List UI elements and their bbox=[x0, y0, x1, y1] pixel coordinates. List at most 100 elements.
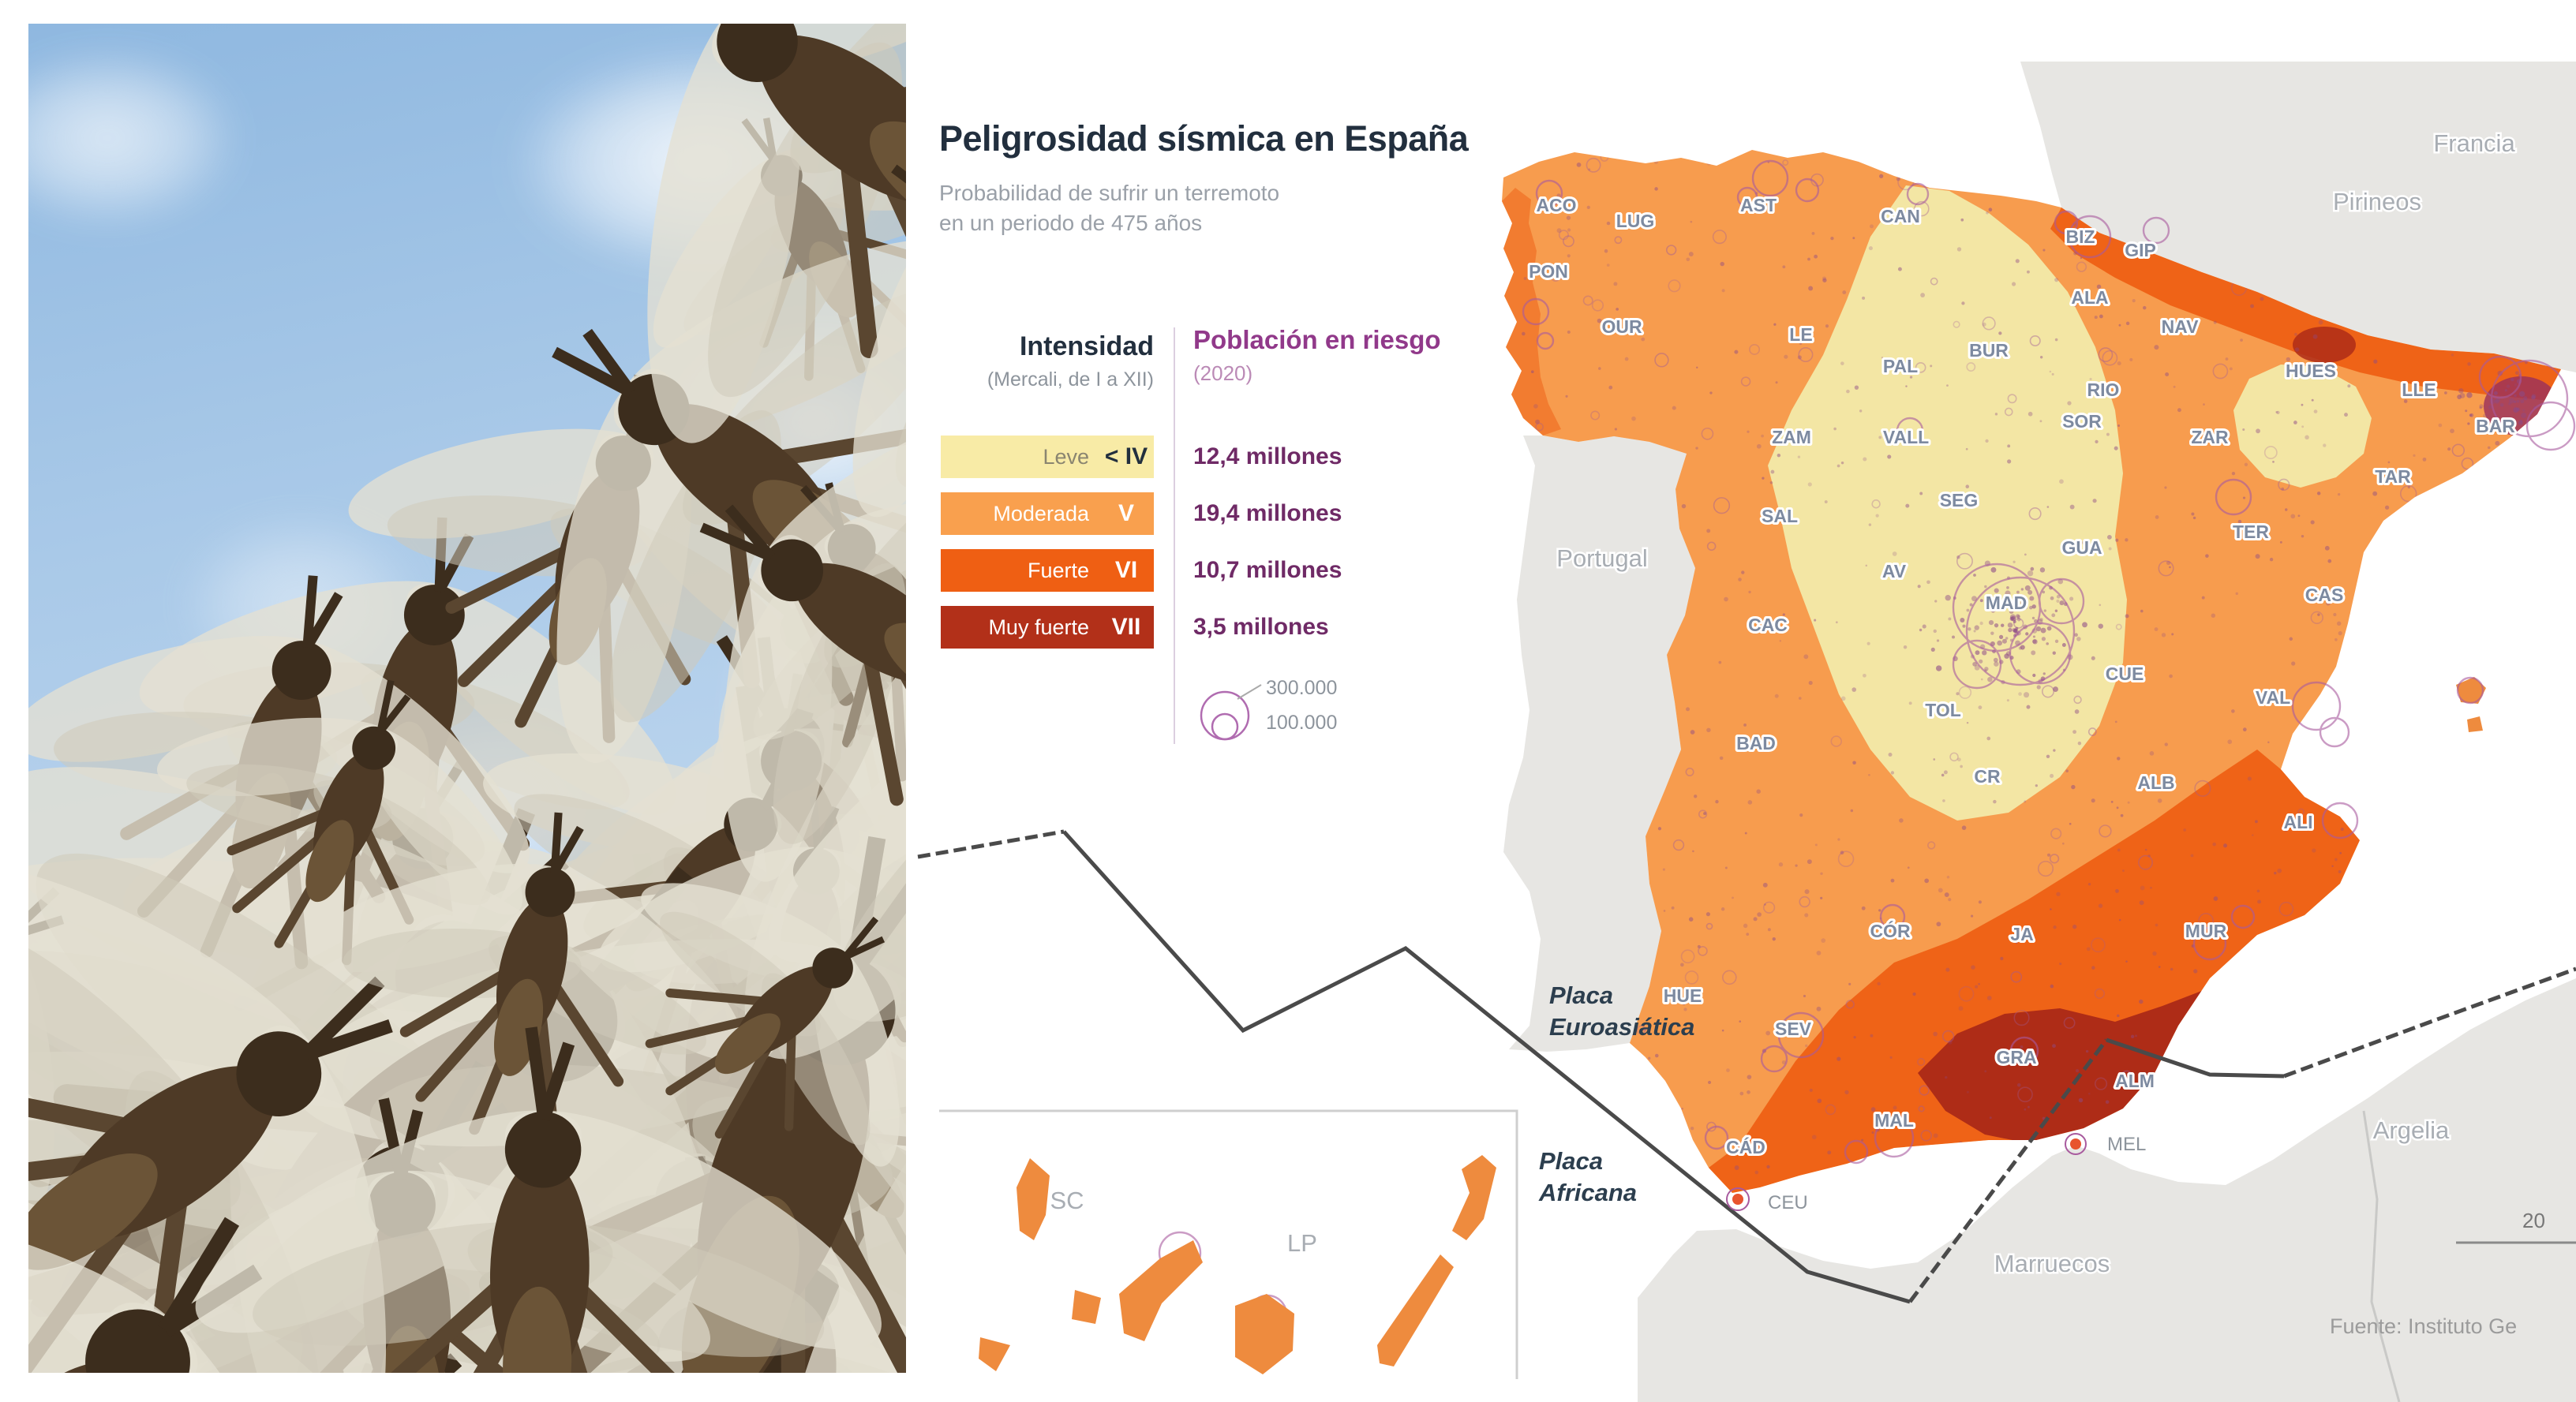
risk-circle bbox=[1522, 297, 1550, 326]
province-label: NAV bbox=[2162, 316, 2200, 337]
province-label: ALB bbox=[2137, 772, 2174, 793]
infographic-title: Peligrosidad sísmica en España bbox=[939, 118, 1469, 159]
canary-label: SC bbox=[1050, 1187, 1084, 1214]
province-label: CR bbox=[1974, 766, 2001, 787]
legend-level-moderada: Moderada V bbox=[941, 492, 1154, 535]
risk-circle bbox=[1965, 576, 2076, 686]
risk-circle bbox=[2068, 215, 2112, 259]
province-label: ALA bbox=[2071, 287, 2108, 308]
province-label: SEV bbox=[1775, 1019, 1812, 1039]
province-label: TER bbox=[2233, 522, 2269, 542]
risk-circle bbox=[1906, 182, 1930, 206]
intensity-subtitle: (Mercali, de I a XII) bbox=[987, 368, 1154, 391]
population-year: (2020) bbox=[1193, 361, 1253, 385]
risk-circle bbox=[1874, 1117, 1915, 1158]
city-dots bbox=[1726, 1133, 2087, 1211]
province-label: HUES bbox=[2286, 361, 2336, 381]
province-label: OUR bbox=[1601, 316, 1642, 337]
risk-circle bbox=[1777, 1011, 1825, 1059]
province-label: SEG bbox=[1940, 490, 1979, 510]
province-label: LLE bbox=[2402, 379, 2436, 400]
province-label: ZAR bbox=[2191, 427, 2229, 447]
level-name: Fuerte bbox=[1027, 558, 1089, 582]
legend-level-fuerte: Fuerte VI bbox=[941, 549, 1154, 592]
risk-circle bbox=[2456, 676, 2484, 705]
canary-inset bbox=[939, 1109, 1518, 1379]
population-title: Población en riesgo bbox=[1193, 325, 1441, 354]
province-label: CUE bbox=[2106, 664, 2144, 684]
province-label: GIP bbox=[2125, 240, 2156, 260]
ibiza bbox=[2456, 677, 2486, 732]
risk-circle bbox=[2478, 355, 2522, 399]
province-label: MAD bbox=[1986, 593, 2027, 613]
level-name: Moderada bbox=[993, 501, 1089, 525]
zone-fuerte-pirineos bbox=[2050, 207, 2561, 401]
plate-label: Placa bbox=[1539, 1147, 1603, 1175]
scale-label: 20 bbox=[2522, 1209, 2545, 1232]
province-label: ALM bbox=[2115, 1071, 2155, 1091]
province-label: LUG bbox=[1616, 211, 1655, 231]
province-label: AST bbox=[1740, 195, 1777, 215]
province-label: TOL bbox=[1925, 700, 1961, 720]
plate-label: Africana bbox=[1538, 1179, 1637, 1206]
zone-fuerte-sureste bbox=[1709, 750, 2360, 1193]
province-label: CAN bbox=[1881, 206, 1920, 226]
province-label: SOR bbox=[2062, 411, 2102, 432]
risk-circle bbox=[1952, 639, 2002, 690]
intensity-legend-header: Intensidad (Mercali, de I a XII) bbox=[939, 331, 1154, 391]
circle-label-100000: 100.000 bbox=[1266, 712, 1338, 734]
country-label-pirineos: Pirineos bbox=[2333, 188, 2421, 215]
country-label-francia: Francia bbox=[2433, 129, 2515, 157]
risk-circle bbox=[2054, 210, 2079, 235]
risk-circle bbox=[1896, 417, 1924, 445]
country-label-argelia: Argelia bbox=[2373, 1116, 2450, 1144]
risk-circle bbox=[2192, 926, 2227, 961]
plate-boundary-line bbox=[917, 829, 2576, 1304]
province-label: VAL bbox=[2256, 687, 2290, 708]
risk-circle bbox=[2009, 622, 2072, 685]
province-label: CÓR bbox=[1870, 920, 1911, 941]
population-value: 3,5 millones bbox=[1193, 614, 1329, 640]
country-label-portugal: Portugal bbox=[1556, 544, 1647, 572]
level-numeral: < IV bbox=[1104, 443, 1148, 469]
country-label-marruecos: Marruecos bbox=[1994, 1250, 2110, 1277]
province-label: CAS bbox=[2305, 585, 2344, 605]
province-label: BAD bbox=[1736, 733, 1776, 753]
level-numeral: VII bbox=[1111, 614, 1141, 640]
province-label: ALI bbox=[2283, 812, 2312, 832]
level-numeral: VI bbox=[1114, 557, 1138, 583]
province-label: RIO bbox=[2087, 379, 2120, 400]
risk-circle bbox=[2215, 478, 2252, 516]
population-value: 12,4 millones bbox=[1193, 443, 1342, 469]
province-label: BIZ bbox=[2065, 226, 2095, 247]
plate-label: Placa bbox=[1549, 981, 1613, 1009]
risk-circle bbox=[1844, 1139, 1869, 1165]
level-name: Leve bbox=[1043, 444, 1089, 469]
level-numeral: V bbox=[1118, 500, 1134, 526]
risk-circle bbox=[1704, 1125, 1729, 1150]
province-label: BAR bbox=[2476, 416, 2515, 436]
risk-circle bbox=[1736, 186, 1758, 208]
province-label: TAR bbox=[2375, 466, 2411, 487]
legend-level-muy-fuerte: Muy fuerte VII bbox=[941, 606, 1154, 649]
risk-circle bbox=[2009, 1036, 2039, 1066]
risk-circle bbox=[2321, 802, 2359, 839]
province-label: ZAM bbox=[1772, 427, 1811, 447]
zone-leve-zaragoza bbox=[2233, 365, 2372, 488]
risk-circle bbox=[2230, 904, 2256, 929]
city-label-ceu: CEU bbox=[1768, 1192, 1808, 1213]
hazard-zones bbox=[1502, 150, 2561, 1193]
scale-bar: 20 bbox=[2456, 1209, 2576, 1244]
province-label: SAL bbox=[1762, 506, 1798, 526]
legend-level-leve: Leve < IV bbox=[941, 436, 1154, 478]
province-label: PAL bbox=[1883, 356, 1918, 376]
foreign-land bbox=[1503, 62, 2576, 1402]
population-value: 19,4 millones bbox=[1193, 500, 1342, 526]
province-label: CAC bbox=[1748, 615, 1788, 635]
province-label: HUE bbox=[1664, 985, 1702, 1006]
risk-circle bbox=[1751, 159, 1789, 197]
canary-label: LP bbox=[1287, 1229, 1317, 1257]
risk-circle bbox=[1879, 903, 1906, 930]
circle-size-legend bbox=[1200, 684, 1262, 741]
